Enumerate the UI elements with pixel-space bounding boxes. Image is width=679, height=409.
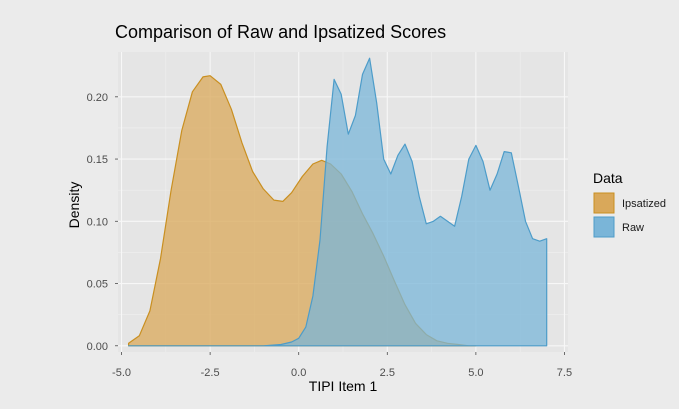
legend-label-raw: Raw xyxy=(622,222,644,234)
density-areas xyxy=(128,57,548,347)
y-tick-label: 0.10 xyxy=(87,216,108,228)
y-tick-label: 0.00 xyxy=(87,341,108,353)
x-tick-label: 0.0 xyxy=(291,367,306,379)
y-tick-label: 0.20 xyxy=(87,92,108,104)
legend-label-ipsatized: Ipsatized xyxy=(622,198,666,210)
y-axis-title: Density xyxy=(66,182,82,229)
density-area-raw xyxy=(128,57,548,347)
x-axis-ticks: -5.0 -2.5 0.0 2.5 5.0 7.5 xyxy=(112,352,572,379)
chart-title: Comparison of Raw and Ipsatized Scores xyxy=(115,22,446,42)
y-tick-label: 0.05 xyxy=(87,279,108,291)
x-axis-title: TIPI Item 1 xyxy=(309,378,378,394)
legend: Data Ipsatized Raw xyxy=(593,170,666,238)
x-tick-label: 5.0 xyxy=(468,367,483,379)
x-tick-label: -2.5 xyxy=(201,367,220,379)
x-tick-label: 7.5 xyxy=(557,367,572,379)
legend-key-ipsatized xyxy=(593,192,615,214)
legend-title: Data xyxy=(593,170,623,186)
y-axis-ticks: 0.00 0.05 0.10 0.15 0.20 xyxy=(87,92,118,353)
y-tick-label: 0.15 xyxy=(87,154,108,166)
x-tick-label: -5.0 xyxy=(112,367,131,379)
legend-key-raw xyxy=(593,216,615,238)
x-tick-label: 2.5 xyxy=(380,367,395,379)
